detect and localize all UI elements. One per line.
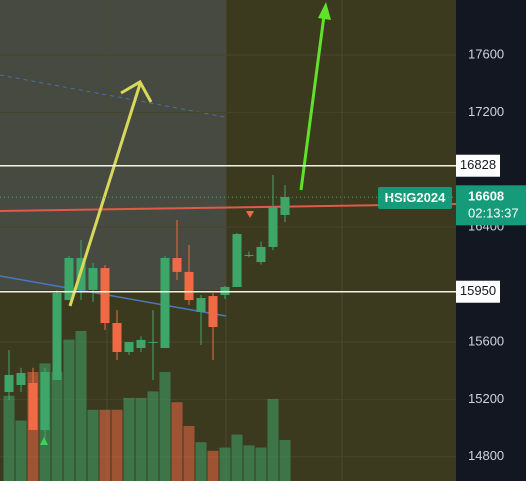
price-axis xyxy=(456,0,526,481)
candle-body xyxy=(136,339,146,348)
candle-body xyxy=(172,258,182,272)
candle-body xyxy=(256,246,266,263)
candle-body xyxy=(124,341,134,352)
countdown-label: 02:13:37 xyxy=(468,206,519,221)
volume-bar xyxy=(171,402,183,481)
y-tick-label: 15600 xyxy=(468,333,504,348)
volume-bar xyxy=(99,409,111,481)
candle-body xyxy=(148,341,158,343)
symbol-label: HSIG2024 xyxy=(385,190,446,205)
trend-line xyxy=(0,275,227,317)
candle-body xyxy=(64,258,74,301)
candle-body xyxy=(28,382,38,431)
volume-bar xyxy=(195,442,207,481)
candle-body xyxy=(184,271,194,301)
y-tick-label: 14800 xyxy=(468,448,504,463)
volume-bar xyxy=(51,372,63,481)
candle-body xyxy=(244,254,254,256)
candle-body xyxy=(40,371,50,431)
volume-bar xyxy=(219,447,231,481)
volume-bar xyxy=(15,420,27,481)
volume-bar xyxy=(231,434,243,481)
volume-bar xyxy=(123,397,135,481)
candle-body xyxy=(88,268,98,291)
candle-body xyxy=(268,206,278,247)
candle-body xyxy=(232,234,242,287)
volume-bar xyxy=(243,445,255,481)
volume-bar xyxy=(75,331,87,481)
volume-bar xyxy=(255,447,267,481)
y-tick-label: 17200 xyxy=(468,104,504,119)
signal-marker xyxy=(246,211,254,218)
volume-bar xyxy=(63,339,75,481)
volume-bar xyxy=(279,439,291,481)
candle-body xyxy=(100,268,110,324)
candle-body xyxy=(208,296,218,328)
volume-bar xyxy=(159,372,171,481)
volume-bar xyxy=(147,391,159,481)
symbol-label-box xyxy=(378,187,452,209)
candle-body xyxy=(160,258,170,348)
level-label-box xyxy=(456,280,500,303)
volume-bar xyxy=(135,397,147,481)
candle-body xyxy=(4,374,14,393)
volume-bar xyxy=(267,398,279,481)
volume-bar xyxy=(87,409,99,481)
y-tick-label: 17600 xyxy=(468,46,504,61)
shaded-range xyxy=(0,0,226,290)
volume-bar xyxy=(3,395,15,481)
y-tick-label: 15200 xyxy=(468,391,504,406)
last-price-label: 16608 xyxy=(468,189,504,204)
arrow-green-head xyxy=(318,2,331,20)
candle-body xyxy=(112,323,122,352)
volume-bar xyxy=(207,450,219,481)
last-price-box xyxy=(456,185,526,226)
arrow-green xyxy=(299,7,327,191)
candle-body xyxy=(280,197,290,215)
candle-body xyxy=(16,372,26,386)
signal-marker xyxy=(40,437,48,445)
volume-bar xyxy=(111,409,123,481)
level-label: 15950 xyxy=(460,283,496,298)
trend-line-dashed xyxy=(0,74,226,118)
arrow-yellow xyxy=(68,83,142,307)
level-label: 16828 xyxy=(460,157,496,172)
arrow-yellow-head xyxy=(120,79,153,103)
level-label-box xyxy=(456,154,500,177)
candle-body xyxy=(52,293,62,380)
candle-body xyxy=(196,298,206,312)
volume-bar xyxy=(183,425,195,481)
